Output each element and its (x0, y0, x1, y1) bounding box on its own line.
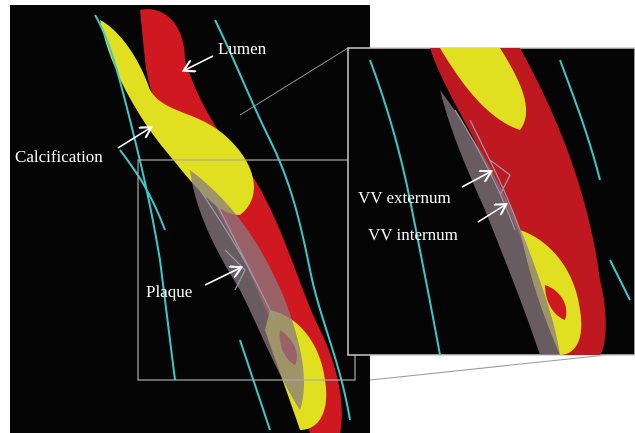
main-image (10, 5, 370, 433)
annotation: Lumen (218, 39, 267, 58)
inset-image (347, 47, 635, 356)
arrow (461, 172, 490, 188)
annotation: Plaque (146, 282, 192, 301)
arrow (117, 128, 150, 149)
annotation: VV internum (368, 225, 458, 244)
arrow (204, 268, 240, 286)
annotation: Calcification (15, 147, 103, 166)
zoom-line (369, 351, 635, 381)
zoom-line (239, 47, 349, 116)
annotation: VV externum (358, 188, 451, 207)
arrow (477, 205, 505, 223)
arrow (185, 55, 214, 70)
